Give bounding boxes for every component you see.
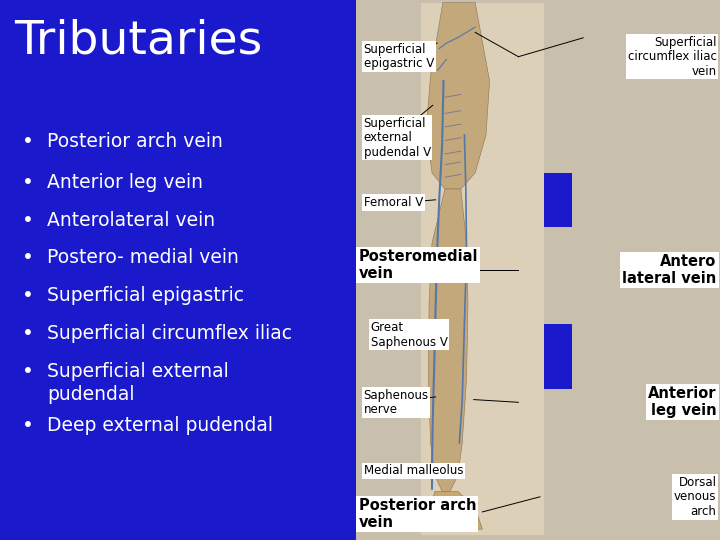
Text: •: • <box>22 211 33 229</box>
Text: Anterior leg vein: Anterior leg vein <box>47 173 203 192</box>
FancyBboxPatch shape <box>356 0 720 540</box>
Text: Superficial
circumflex iliac
vein: Superficial circumflex iliac vein <box>628 36 716 78</box>
Text: Superficial external
pudendal: Superficial external pudendal <box>47 362 228 403</box>
Text: •: • <box>22 132 33 151</box>
Text: Postero- medial vein: Postero- medial vein <box>47 248 238 267</box>
Polygon shape <box>428 189 468 491</box>
Text: Antero
lateral vein: Antero lateral vein <box>622 254 716 286</box>
Text: •: • <box>22 173 33 192</box>
Text: Anterior
leg vein: Anterior leg vein <box>648 387 716 418</box>
Text: Anterolateral vein: Anterolateral vein <box>47 211 215 229</box>
Text: •: • <box>22 362 33 381</box>
Text: Posteromedial
vein: Posteromedial vein <box>359 249 478 280</box>
Text: Dorsal
venous
arch: Dorsal venous arch <box>674 476 716 518</box>
Text: Superficial circumflex iliac: Superficial circumflex iliac <box>47 324 292 343</box>
Text: Posterior arch vein: Posterior arch vein <box>47 132 222 151</box>
Polygon shape <box>428 491 482 529</box>
Text: Saphenous
nerve: Saphenous nerve <box>364 389 428 416</box>
Text: Tributaries: Tributaries <box>14 19 263 64</box>
FancyBboxPatch shape <box>544 324 572 389</box>
Text: •: • <box>22 416 33 435</box>
Text: •: • <box>22 286 33 305</box>
Text: Deep external pudendal: Deep external pudendal <box>47 416 273 435</box>
FancyBboxPatch shape <box>421 3 544 535</box>
Text: Superficial epigastric: Superficial epigastric <box>47 286 244 305</box>
FancyBboxPatch shape <box>544 173 572 227</box>
Text: Femoral V: Femoral V <box>364 196 423 209</box>
Text: •: • <box>22 248 33 267</box>
Text: Great
Saphenous V: Great Saphenous V <box>371 321 448 348</box>
Text: •: • <box>22 324 33 343</box>
Text: Superficial
external
pudendal V: Superficial external pudendal V <box>364 117 431 159</box>
Text: Medial malleolus: Medial malleolus <box>364 464 463 477</box>
Polygon shape <box>426 3 490 189</box>
Text: Superficial
epigastric V: Superficial epigastric V <box>364 43 434 70</box>
Text: Posterior arch
vein: Posterior arch vein <box>359 498 476 530</box>
